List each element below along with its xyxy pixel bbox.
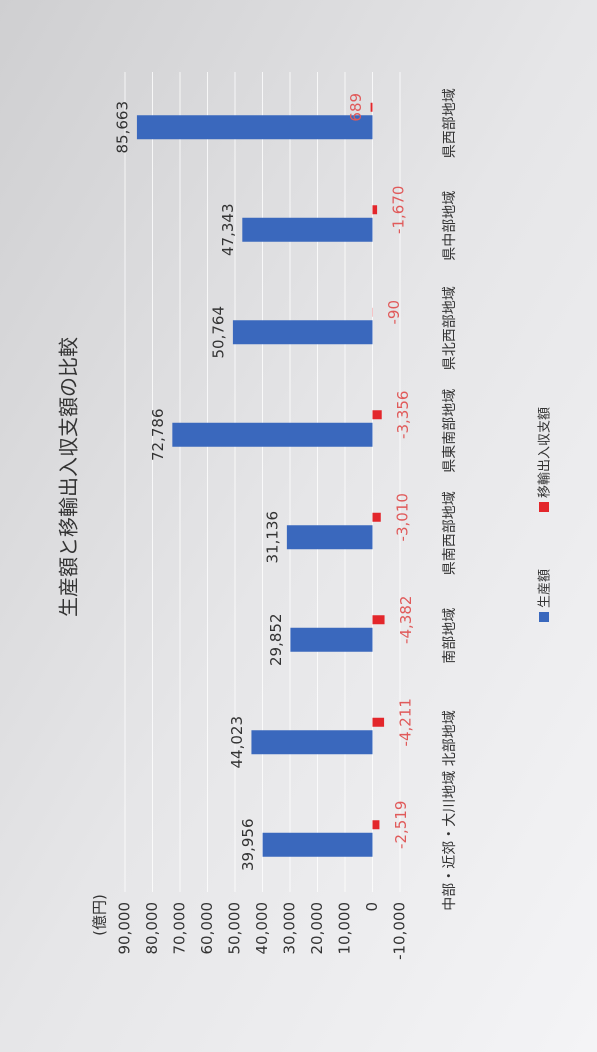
data-label: -2,519 xyxy=(392,801,410,849)
x-tick-label: 県西部地域 xyxy=(442,88,458,158)
x-tick-label: 中部・近郊・大川地域 xyxy=(441,771,458,911)
data-label: 31,136 xyxy=(263,511,281,564)
data-label: -90 xyxy=(385,300,403,325)
y-tick-label: 10,000 xyxy=(336,902,354,955)
bar xyxy=(373,615,385,624)
data-label: 39,956 xyxy=(239,819,257,872)
x-tick-label: 北部地域 xyxy=(442,710,458,766)
legend-swatch xyxy=(539,502,549,512)
data-label: -3,356 xyxy=(394,391,412,439)
bar xyxy=(137,115,373,139)
legend-swatch xyxy=(539,612,549,622)
chart: 生産額と移輸出入収支額の比較 (億円) -10,000 0 10,000 20,000… xyxy=(0,0,597,1052)
y-tick-label: 70,000 xyxy=(171,902,189,955)
x-tick-label: 県北西部地域 xyxy=(442,286,458,370)
x-tick-label: 南部地域 xyxy=(442,608,458,664)
data-label: 85,663 xyxy=(113,101,131,154)
legend-label: 移輸出入収支額 xyxy=(538,407,553,498)
unit-label: (億円) xyxy=(91,894,109,936)
bar xyxy=(287,525,373,549)
bar xyxy=(263,833,373,857)
y-tick-label: 90,000 xyxy=(116,902,134,955)
x-tick-label: 県東南部地域 xyxy=(442,389,458,473)
data-label: 44,023 xyxy=(228,716,246,769)
x-tick-label: 県南西部地域 xyxy=(442,491,458,575)
y-tick-label: 80,000 xyxy=(143,902,161,955)
data-label: -3,010 xyxy=(393,493,411,541)
legend-label: 生産額 xyxy=(537,569,553,608)
data-label: 47,343 xyxy=(219,204,237,257)
data-label: -1,670 xyxy=(390,186,408,234)
data-label: -4,382 xyxy=(397,596,415,644)
bar xyxy=(290,628,372,652)
y-tick-label: 50,000 xyxy=(226,902,244,955)
bar xyxy=(373,205,378,214)
y-tick-label: 20,000 xyxy=(308,902,326,955)
x-tick-label: 県中部地域 xyxy=(442,191,458,261)
data-label: 689 xyxy=(347,93,365,122)
y-tick-label: 60,000 xyxy=(198,902,216,955)
data-label: 50,764 xyxy=(209,306,227,359)
bar xyxy=(373,513,381,522)
bar xyxy=(242,218,372,242)
data-label: -4,211 xyxy=(397,698,415,746)
y-tick-label: -10,000 xyxy=(391,902,409,960)
data-label: 29,852 xyxy=(267,614,285,667)
y-tick-label: 40,000 xyxy=(253,902,271,955)
y-tick-label: 30,000 xyxy=(281,902,299,955)
bar xyxy=(373,718,385,727)
y-tick-label: 0 xyxy=(363,902,381,912)
data-label: 72,786 xyxy=(149,409,167,462)
bar xyxy=(172,423,372,447)
bar xyxy=(233,320,373,344)
bar xyxy=(371,103,373,112)
bar xyxy=(373,820,380,829)
bar xyxy=(251,730,372,754)
bar xyxy=(373,410,382,419)
chart-title: 生産額と移輸出入収支額の比較 xyxy=(57,337,81,617)
